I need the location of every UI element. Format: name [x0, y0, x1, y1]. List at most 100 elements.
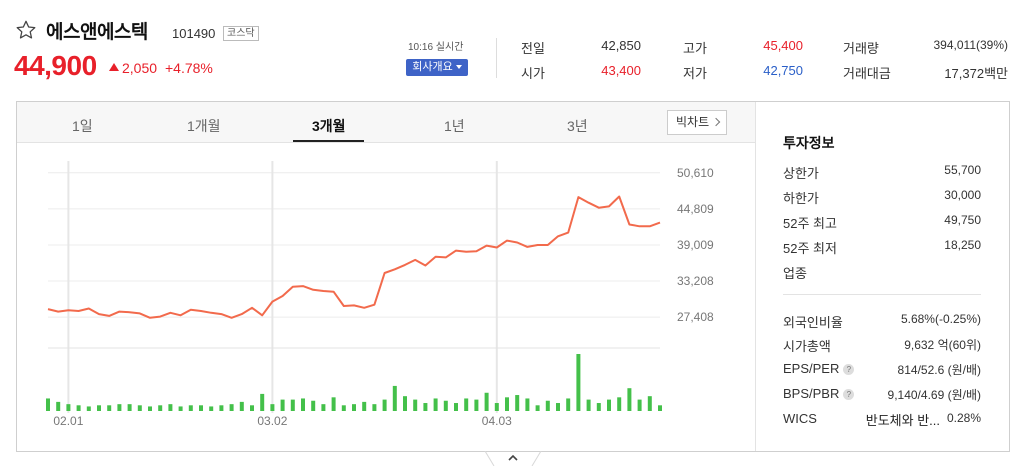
volume-value: 394,011(39%) — [933, 38, 1009, 52]
info-separator — [783, 294, 981, 295]
volume-bar — [494, 403, 499, 411]
tab-1day[interactable]: 1일 — [72, 118, 93, 134]
foreign-ratio-label: 외국인비율 — [783, 315, 843, 330]
volume-bar — [525, 398, 530, 411]
dropdown-caret-icon — [455, 65, 462, 70]
volume-bar — [647, 396, 652, 411]
y-tick-label: 33,208 — [677, 274, 714, 288]
lower-limit-value: 30,000 — [944, 188, 981, 202]
change-amount: 2,050 — [122, 60, 158, 76]
help-icon[interactable]: ? — [843, 389, 855, 401]
volume-bar — [423, 403, 428, 411]
eps-per-text: EPS/PER — [783, 361, 840, 376]
volume-bar — [209, 406, 214, 411]
company-overview-button[interactable]: 회사개요 — [406, 59, 468, 76]
volume-bar — [556, 403, 560, 411]
volume-bar — [311, 400, 316, 411]
lower-limit-label: 하한가 — [783, 191, 819, 206]
volume-bar — [148, 406, 152, 411]
stock-name: 에스앤에스텍 — [46, 22, 148, 43]
price-chart[interactable]: 50,610 44,809 39,009 33,208 27,408 02.01 03.02… — [17, 143, 755, 451]
change-percent: +4.78% — [165, 60, 213, 76]
x-tick-label: 02.01 — [53, 414, 83, 428]
volume-bar — [372, 404, 377, 411]
chart-panel: 1일 1개월 3개월 1년 3년 빅차트 50,610 44,809 39,009 3… — [16, 101, 1010, 452]
volume-bar — [596, 403, 601, 411]
trade-value-label: 거래대금 — [843, 66, 891, 81]
low-value: 42,750 — [763, 63, 803, 78]
high-label: 고가 — [683, 41, 707, 56]
market-cap-label: 시가총액 — [783, 339, 831, 354]
industry-label: 업종 — [783, 266, 807, 281]
volume-bar — [260, 393, 265, 411]
volume-bar — [505, 397, 509, 411]
prev-close-value: 42,850 — [601, 38, 641, 53]
volume-bar — [484, 392, 489, 411]
volume-bar — [280, 399, 285, 411]
high-52w-label: 52주 최고 — [783, 216, 837, 231]
volume-bar — [535, 405, 540, 411]
volume-bar — [127, 404, 132, 411]
volume-bar — [474, 399, 479, 411]
volume-bar — [658, 405, 662, 411]
volume-bar — [403, 396, 407, 411]
volume-bar — [66, 404, 71, 411]
volume-bar — [627, 388, 632, 411]
favorite-star-icon[interactable] — [15, 19, 37, 41]
tab-1year[interactable]: 1년 — [444, 118, 465, 134]
eps-per-value: 814/52.6 (원/배) — [897, 363, 981, 377]
chevron-up-icon — [508, 454, 518, 461]
y-tick-label: 44,809 — [677, 202, 714, 216]
volume-bar — [158, 405, 163, 411]
chevron-right-icon — [711, 117, 721, 127]
tab-3month[interactable]: 3개월 — [312, 118, 346, 134]
volume-bar — [352, 404, 356, 411]
wics-label: WICS — [783, 411, 817, 426]
volume-bar — [413, 399, 418, 411]
volume-bar — [576, 354, 581, 411]
volume-bar — [545, 400, 550, 411]
volume-bar — [301, 398, 305, 411]
foreign-ratio-value: 5.68%(-0.25%) — [900, 312, 981, 326]
volume-bar — [331, 397, 336, 411]
stock-code: 101490 — [172, 26, 216, 41]
volume-bar — [607, 399, 611, 411]
volume-bar — [97, 405, 101, 411]
bps-pbr-text: BPS/PBR — [783, 386, 840, 401]
help-icon[interactable]: ? — [843, 364, 855, 376]
volume-bar — [392, 385, 397, 411]
volume-bar — [382, 399, 387, 411]
volume-bar — [321, 404, 326, 411]
price-line — [47, 195, 661, 319]
header-divider — [496, 38, 497, 78]
tab-1month[interactable]: 1개월 — [187, 118, 221, 134]
x-tick-label: 03.02 — [257, 414, 287, 428]
volume-bar — [107, 405, 112, 411]
bigchart-label: 빅차트 — [676, 115, 710, 129]
volume-bar — [290, 399, 295, 411]
volume-bar — [117, 404, 122, 411]
active-tab-indicator — [293, 140, 364, 142]
expand-toggle[interactable] — [484, 451, 542, 466]
volume-bar — [515, 395, 520, 411]
panel-divider — [755, 102, 756, 451]
volume-label: 거래량 — [843, 41, 879, 56]
volume-bar — [464, 398, 469, 411]
volume-bar — [270, 404, 275, 411]
volume-bar — [341, 405, 346, 411]
realtime-label: 10:16 실시간 — [408, 42, 464, 53]
volume-bar — [239, 401, 244, 411]
wics-change: 0.28% — [946, 411, 981, 425]
low-52w-value: 18,250 — [944, 238, 981, 252]
tab-3year[interactable]: 3년 — [567, 118, 588, 134]
wics-value[interactable]: 반도체와 반... — [865, 413, 940, 428]
volume-bar — [46, 398, 50, 411]
company-overview-label: 회사개요 — [412, 61, 453, 73]
current-price: 44,900 — [14, 50, 97, 81]
toggle-tab-outline — [484, 451, 542, 466]
bigchart-button[interactable]: 빅차트 — [667, 110, 727, 135]
volume-bar — [188, 405, 193, 411]
period-tabs: 1일 1개월 3개월 1년 3년 빅차트 — [17, 102, 755, 143]
y-tick-label: 50,610 — [677, 166, 714, 180]
volume-bar — [56, 401, 61, 411]
